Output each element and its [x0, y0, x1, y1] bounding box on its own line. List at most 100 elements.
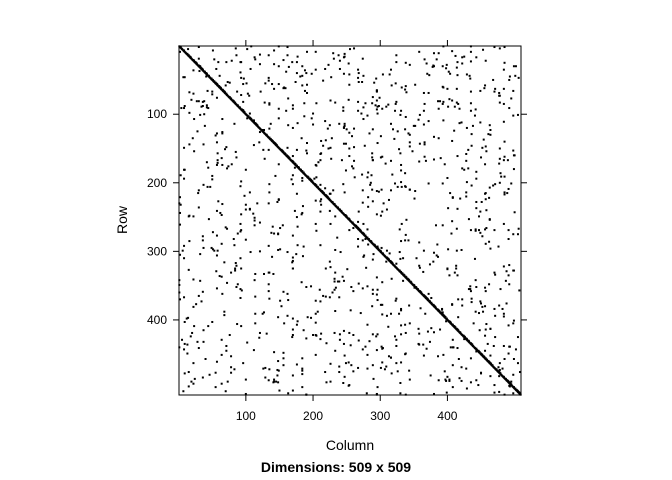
- nonzero-mark: [357, 339, 360, 342]
- nonzero-mark: [494, 183, 497, 186]
- nonzero-mark: [211, 90, 214, 93]
- nonzero-mark: [400, 169, 403, 172]
- nonzero-mark: [334, 310, 337, 313]
- nonzero-mark: [366, 285, 369, 288]
- nonzero-mark: [385, 208, 388, 211]
- nonzero-mark: [363, 254, 366, 257]
- nonzero-mark: [370, 174, 373, 177]
- nonzero-mark: [514, 74, 517, 77]
- nonzero-mark: [402, 257, 405, 260]
- nonzero-mark: [389, 68, 392, 71]
- nonzero-mark: [224, 148, 227, 151]
- nonzero-mark: [183, 105, 186, 107]
- nonzero-mark: [394, 102, 397, 105]
- nonzero-mark: [240, 325, 243, 328]
- x-axis-title: Column: [326, 437, 374, 453]
- nonzero-mark: [425, 347, 428, 350]
- nonzero-mark: [293, 166, 296, 169]
- nonzero-mark: [291, 234, 294, 237]
- nonzero-mark: [197, 57, 200, 60]
- nonzero-mark: [302, 245, 305, 248]
- nonzero-mark: [179, 298, 182, 301]
- nonzero-mark: [271, 255, 274, 258]
- nonzero-mark: [325, 342, 328, 345]
- nonzero-mark: [240, 267, 243, 270]
- nonzero-mark: [274, 174, 277, 177]
- nonzero-mark: [484, 242, 487, 245]
- nonzero-mark: [485, 323, 488, 326]
- nonzero-mark: [277, 83, 280, 86]
- nonzero-mark: [408, 322, 411, 325]
- nonzero-mark: [432, 135, 435, 138]
- nonzero-mark: [512, 168, 515, 171]
- nonzero-mark: [469, 290, 472, 293]
- nonzero-mark: [324, 187, 327, 190]
- nonzero-mark: [512, 114, 515, 117]
- nonzero-mark: [258, 250, 261, 253]
- nonzero-mark: [263, 272, 265, 275]
- nonzero-mark: [333, 280, 336, 283]
- nonzero-mark: [273, 380, 276, 383]
- nonzero-mark: [470, 144, 473, 147]
- nonzero-mark: [340, 159, 343, 162]
- nonzero-mark: [492, 184, 495, 187]
- nonzero-mark: [512, 358, 515, 360]
- nonzero-mark: [342, 126, 345, 129]
- nonzero-mark: [448, 274, 451, 277]
- nonzero-mark: [400, 361, 403, 364]
- nonzero-mark: [207, 166, 210, 169]
- nonzero-mark: [398, 251, 401, 254]
- nonzero-mark: [332, 52, 335, 55]
- nonzero-mark: [463, 168, 466, 171]
- nonzero-mark: [498, 91, 501, 94]
- nonzero-mark: [503, 175, 506, 178]
- nonzero-mark: [468, 74, 471, 77]
- nonzero-mark: [447, 105, 450, 108]
- nonzero-mark: [485, 209, 488, 212]
- nonzero-mark: [456, 155, 459, 158]
- nonzero-mark: [217, 61, 220, 64]
- nonzero-mark: [366, 353, 369, 356]
- nonzero-mark: [280, 305, 283, 308]
- nonzero-mark: [230, 366, 233, 369]
- nonzero-mark: [463, 55, 466, 58]
- nonzero-mark: [381, 107, 384, 110]
- nonzero-mark: [365, 392, 368, 395]
- nonzero-mark: [277, 360, 280, 363]
- nonzero-mark: [371, 159, 374, 162]
- nonzero-mark: [273, 87, 276, 90]
- nonzero-mark: [410, 281, 413, 284]
- nonzero-mark: [453, 129, 456, 132]
- nonzero-mark: [516, 113, 519, 116]
- nonzero-mark: [505, 270, 508, 273]
- nonzero-mark: [488, 240, 491, 243]
- nonzero-mark: [286, 146, 289, 149]
- nonzero-mark: [423, 143, 426, 146]
- nonzero-mark: [299, 75, 302, 78]
- nonzero-mark: [371, 152, 374, 155]
- nonzero-mark: [334, 349, 337, 352]
- nonzero-mark: [190, 98, 193, 101]
- nonzero-mark: [475, 177, 478, 180]
- nonzero-mark: [499, 172, 502, 175]
- nonzero-mark: [489, 133, 492, 136]
- nonzero-mark: [187, 268, 190, 271]
- nonzero-mark: [512, 373, 515, 376]
- nonzero-mark: [368, 340, 371, 343]
- nonzero-mark: [394, 109, 397, 112]
- nonzero-mark: [220, 214, 223, 217]
- nonzero-mark: [381, 361, 384, 364]
- nonzero-mark: [381, 281, 384, 284]
- nonzero-mark: [379, 366, 382, 369]
- nonzero-mark: [320, 332, 323, 335]
- nonzero-mark: [408, 133, 411, 136]
- nonzero-mark: [395, 262, 398, 265]
- nonzero-mark: [458, 122, 461, 125]
- nonzero-mark: [179, 174, 182, 177]
- nonzero-mark: [357, 72, 360, 75]
- nonzero-mark: [376, 112, 379, 115]
- nonzero-mark: [240, 289, 243, 292]
- nonzero-mark: [484, 334, 487, 337]
- nonzero-mark: [303, 115, 306, 118]
